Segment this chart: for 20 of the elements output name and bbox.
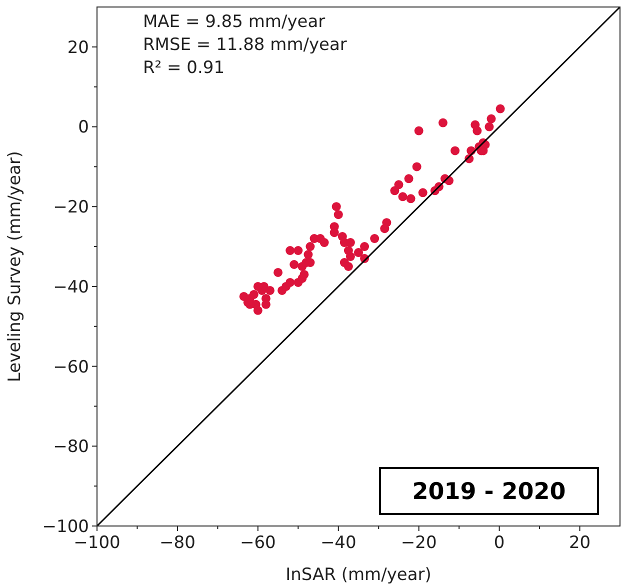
year-label-box: 2019 - 2020 xyxy=(379,467,599,515)
x-tick-label: −60 xyxy=(240,533,276,553)
y-tick-label: −100 xyxy=(42,516,89,537)
y-tick-label: −80 xyxy=(53,437,89,458)
x-tick-label: −40 xyxy=(320,533,356,553)
y-tick-label: 0 xyxy=(78,118,89,138)
annotation: MAE = 9.85 mm/year xyxy=(143,12,326,32)
annotation: R² = 0.91 xyxy=(143,58,225,78)
x-tick-label: 0 xyxy=(494,533,505,553)
annotation: RMSE = 11.88 mm/year xyxy=(143,35,347,55)
x-axis-title: InSAR (mm/year) xyxy=(286,565,432,585)
x-tick-label: 20 xyxy=(568,533,591,553)
y-axis-title: Leveling Survey (mm/year) xyxy=(5,150,25,382)
x-tick-label: −80 xyxy=(160,533,196,553)
y-tick-label: −40 xyxy=(53,277,89,298)
x-tick-label: −20 xyxy=(400,533,437,553)
y-tick-label: −60 xyxy=(53,357,89,378)
y-tick-label: 20 xyxy=(67,38,89,58)
annotation: 2019 - 2020 xyxy=(412,479,566,506)
y-tick-label: −20 xyxy=(53,198,89,218)
